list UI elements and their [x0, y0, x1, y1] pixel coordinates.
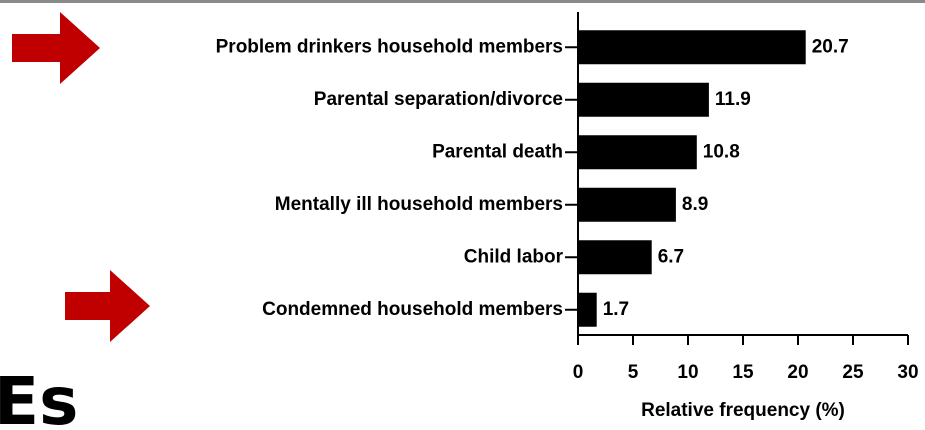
y-tick-label: Mentally ill household members: [275, 194, 563, 215]
background-text: Es: [0, 363, 78, 425]
top-border: [0, 0, 925, 3]
bar: [578, 187, 676, 222]
value-label: 6.7: [658, 246, 684, 267]
bar: [578, 82, 709, 117]
y-tick-label: Condemned household members: [262, 299, 563, 320]
y-tick-label: Problem drinkers household members: [216, 36, 563, 57]
arrow: [65, 270, 150, 342]
x-tick-label: 25: [842, 362, 864, 383]
bar: [578, 240, 652, 275]
value-label: 20.7: [812, 36, 849, 57]
x-axis-label: Relative frequency (%): [641, 400, 845, 421]
y-tick-label: Parental death: [432, 141, 563, 162]
value-label: 11.9: [715, 89, 751, 110]
y-tick-label: Parental separation/divorce: [314, 89, 563, 110]
bar: [578, 135, 697, 170]
arrow: [12, 12, 100, 84]
x-tick-label: 5: [628, 362, 639, 383]
x-tick-label: 20: [787, 362, 808, 383]
x-tick-label: 0: [573, 362, 584, 383]
value-label: 8.9: [682, 194, 708, 215]
bar: [578, 30, 806, 65]
x-tick-label: 15: [732, 362, 754, 383]
y-tick-label: Child labor: [464, 246, 564, 267]
value-label: 1.7: [603, 299, 629, 320]
bar: [578, 292, 597, 327]
x-tick-label: 10: [677, 362, 698, 383]
x-tick-label: 30: [897, 362, 918, 383]
value-label: 10.8: [703, 141, 740, 162]
